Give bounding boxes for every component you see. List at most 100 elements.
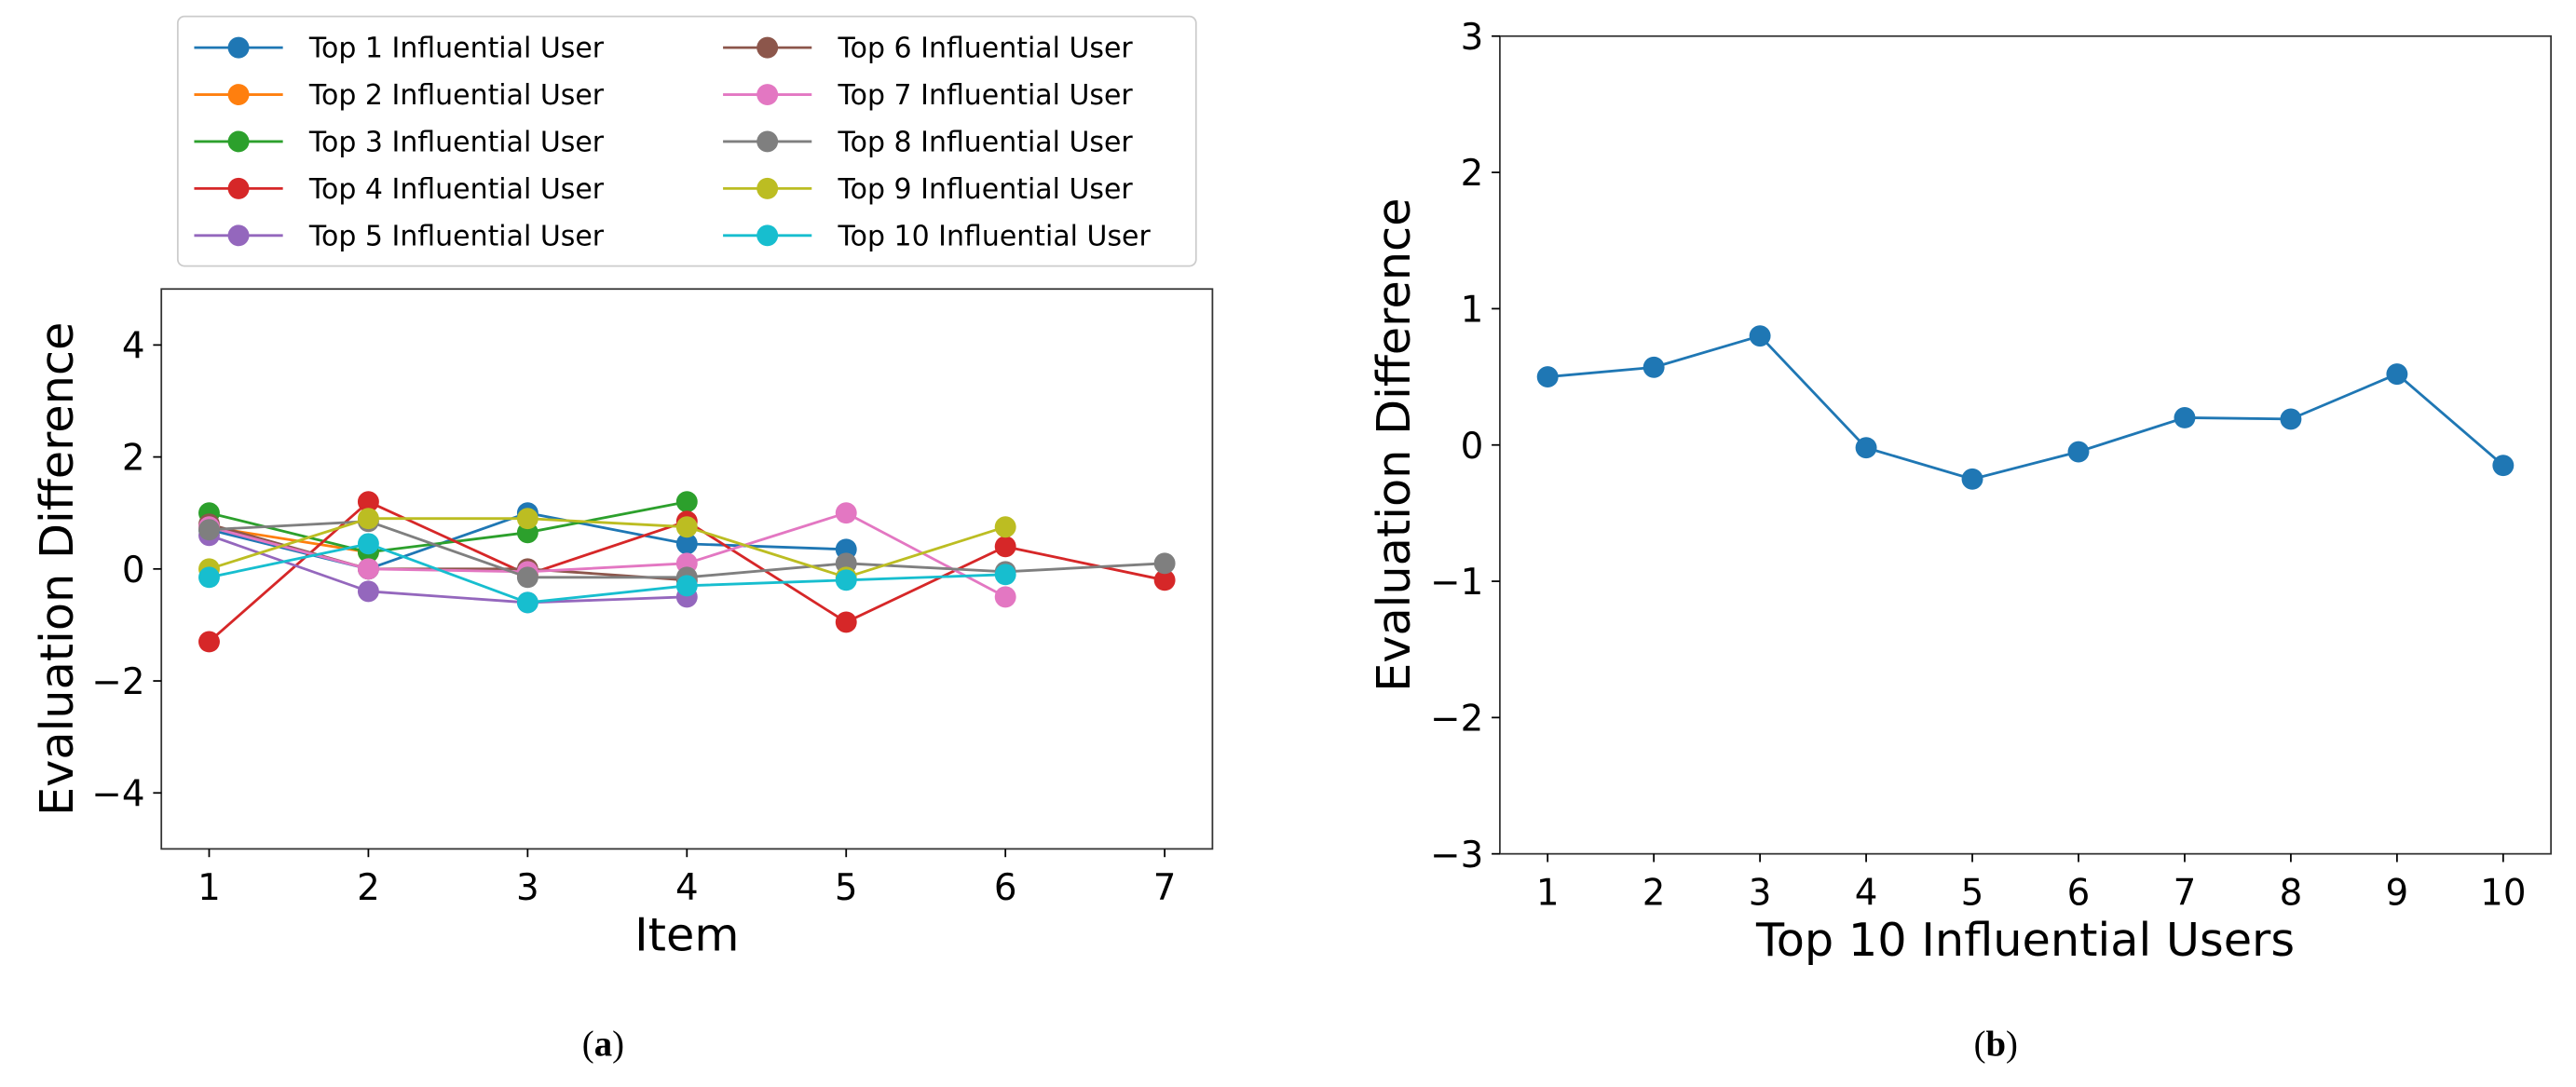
data-point [1153, 569, 1176, 591]
series-line-3 [209, 500, 688, 554]
legend-item: Top 10 Influential User [723, 220, 1151, 252]
y-axis-label: Evaluation Difference [1367, 198, 1421, 692]
legend-label: Top 3 Influential User [308, 127, 605, 159]
y-tick-label: 0 [1461, 426, 1484, 468]
x-axis-label: Item [634, 908, 739, 962]
data-point [835, 611, 857, 633]
data-point [994, 586, 1016, 608]
data-point [675, 491, 698, 513]
data-point [516, 508, 538, 530]
caption: (a) [582, 1025, 624, 1065]
data-point [994, 516, 1016, 538]
data-point [2067, 441, 2090, 463]
y-tick-label: 0 [122, 550, 145, 591]
legend-label: Top 2 Influential User [308, 79, 605, 112]
y-tick-label: −1 [1430, 562, 1483, 604]
legend-item: Top 6 Influential User [723, 33, 1133, 65]
legend-item: Top 3 Influential User [194, 127, 605, 159]
data-point [357, 558, 379, 580]
y-tick-label: −2 [91, 661, 144, 703]
data-point [357, 491, 379, 513]
x-tick-label: 7 [1153, 867, 1177, 909]
legend-label: Top 6 Influential User [837, 33, 1133, 65]
series-line-10 [209, 542, 1006, 605]
legend-marker [756, 36, 779, 59]
data-point [1536, 366, 1559, 388]
legend-item: Top 9 Influential User [723, 173, 1133, 206]
legend-label: Top 10 Influential User [837, 220, 1151, 252]
y-tick-label: −3 [1430, 835, 1483, 876]
data-point [198, 566, 220, 589]
axes-frame [1499, 34, 2553, 855]
data-point [835, 502, 857, 524]
x-tick-label: 5 [1961, 872, 1984, 914]
data-point [994, 564, 1016, 586]
x-tick-label: 6 [994, 867, 1017, 909]
x-tick-label: 9 [2386, 872, 2409, 914]
x-tick-label: 4 [675, 867, 699, 909]
data-point [1153, 552, 1176, 575]
data-point [516, 591, 538, 614]
data-point [2386, 363, 2408, 386]
data-point [2492, 455, 2515, 477]
legend-marker [227, 84, 250, 105]
data-point [1749, 325, 1771, 347]
x-tick-label: 1 [1536, 872, 1560, 914]
data-point [357, 533, 379, 555]
legend-item: Top 1 Influential User [194, 33, 605, 65]
legend-item: Top 7 Influential User [723, 79, 1133, 112]
x-tick-label: 6 [2067, 872, 2091, 914]
y-tick-label: 4 [122, 325, 145, 367]
legend-marker [756, 224, 779, 247]
x-tick-label: 2 [357, 867, 380, 909]
data-point [675, 516, 698, 538]
x-tick-label: 4 [1855, 872, 1878, 914]
legend-marker [756, 177, 779, 199]
x-tick-label: 10 [2480, 872, 2526, 914]
data-point [1855, 437, 1877, 459]
x-tick-label: 8 [2280, 872, 2303, 914]
legend-marker [227, 36, 250, 59]
data-point [675, 575, 698, 597]
data-point [675, 533, 698, 555]
x-tick-label: 5 [835, 867, 858, 909]
data-point [516, 566, 538, 589]
data-point [198, 631, 220, 653]
legend-label: Top 9 Influential User [837, 173, 1133, 206]
y-tick-label: 2 [122, 438, 145, 480]
legend-item: Top 5 Influential User [194, 220, 605, 252]
data-point [357, 508, 379, 530]
data-point [1642, 356, 1665, 378]
y-tick-label: −2 [1430, 698, 1483, 740]
data-point [994, 536, 1016, 558]
x-tick-label: 1 [198, 867, 221, 909]
x-tick-label: 2 [1642, 872, 1666, 914]
y-tick-label: −4 [91, 773, 144, 815]
y-tick-label: 2 [1461, 153, 1484, 195]
x-tick-label: 3 [1749, 872, 1772, 914]
data-point [198, 519, 220, 541]
legend-label: Top 4 Influential User [308, 173, 605, 206]
x-tick-label: 7 [2174, 872, 2197, 914]
data-point [1961, 468, 1983, 490]
series-line-9 [209, 517, 1006, 579]
legend-box [176, 15, 1197, 267]
data-point [835, 569, 857, 591]
series-line-6 [209, 523, 688, 582]
legend-label: Top 8 Influential User [837, 127, 1133, 159]
series-line-7 [209, 511, 1006, 599]
data-point [2174, 407, 2196, 428]
data-point [2280, 408, 2302, 430]
caption: (b) [1974, 1025, 2018, 1065]
series-line-1 [1547, 334, 2504, 481]
legend-marker [227, 130, 250, 153]
legend-item: Top 8 Influential User [723, 127, 1133, 159]
legend-marker [227, 224, 250, 247]
legend-item: Top 2 Influential User [194, 79, 605, 112]
y-tick-label: 1 [1461, 290, 1484, 332]
x-tick-label: 3 [516, 867, 539, 909]
data-point [357, 580, 379, 603]
y-tick-label: 3 [1461, 17, 1484, 59]
